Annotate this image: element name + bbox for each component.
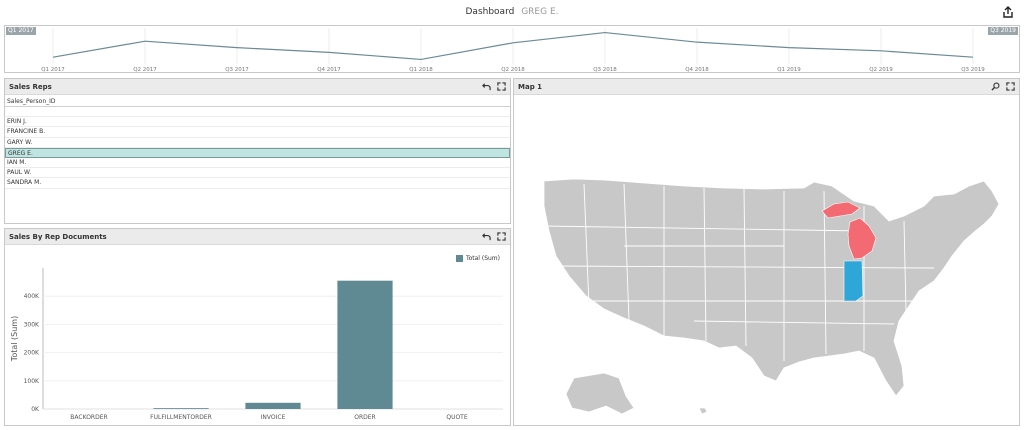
legend-label: Total (Sum) <box>465 255 500 262</box>
page-title: Dashboard GREG E. <box>0 7 1024 17</box>
x-tick-label: ORDER <box>354 414 375 421</box>
fullscreen-icon[interactable] <box>497 232 506 241</box>
list-item[interactable]: IAN M. <box>5 158 510 169</box>
chart-legend: Total (Sum) <box>455 255 500 262</box>
fullscreen-icon[interactable] <box>497 82 506 91</box>
map-alaska <box>565 372 635 415</box>
range-tick-label: Q2 2018 <box>501 67 525 73</box>
map-hawaii <box>698 407 708 415</box>
list-item[interactable] <box>5 107 510 118</box>
map-michigan-upper <box>821 201 861 219</box>
bar[interactable] <box>153 408 209 409</box>
range-end-handle[interactable]: Q3 2019 <box>988 27 1018 35</box>
range-tick-label: Q3 2018 <box>593 67 617 73</box>
fullscreen-icon[interactable] <box>1006 82 1015 91</box>
panel-title: Sales By Rep Documents <box>9 233 107 241</box>
column-header[interactable]: Sales_Person_ID <box>5 95 510 107</box>
panel-header: Sales By Rep Documents <box>5 229 510 245</box>
y-axis-label: Total (Sum) <box>10 316 19 362</box>
list-item[interactable]: PAUL W. <box>5 168 510 179</box>
legend-swatch <box>455 255 463 262</box>
date-range-selector[interactable]: Q1 2017 Q2 2017 Q3 2017 Q4 2017 Q1 2018 Q2 20… <box>4 25 1020 73</box>
x-tick-label: FULFILLMENTORDER <box>150 414 212 421</box>
list-item[interactable]: ERIN J. <box>5 117 510 128</box>
dashboard-header: Dashboard GREG E. <box>0 0 1024 24</box>
range-tick-label: Q2 2019 <box>869 67 893 73</box>
y-tick-label: 100K <box>24 378 40 385</box>
list-item[interactable]: GARY W. <box>5 138 510 148</box>
range-tick-label: Q2 2017 <box>133 67 157 73</box>
panel-title: Sales Reps <box>9 83 52 91</box>
range-chart: Q1 2017 Q2 2017 Q3 2017 Q4 2017 Q1 2018 Q2 20… <box>41 28 985 73</box>
export-icon[interactable] <box>1002 6 1014 18</box>
sales-reps-panel: Sales Reps Sales_Person_ID ERIN J. FRANCI… <box>4 78 511 224</box>
map-panel: Map 1 <box>513 78 1020 426</box>
y-tick-label: 400K <box>24 293 40 300</box>
range-tick-label: Q4 2017 <box>317 67 341 73</box>
list-item[interactable]: FRANCINE B. <box>5 127 510 138</box>
x-tick-label: BACKORDER <box>70 414 107 421</box>
panel-title: Map 1 <box>518 83 543 91</box>
sales-docs-panel: Sales By Rep Documents Total (Sum) 0K 100… <box>4 228 511 426</box>
range-tick-label: Q1 2017 <box>41 67 65 73</box>
range-tick-label: Q3 2017 <box>225 67 249 73</box>
list-item[interactable]: GREG E. <box>5 147 510 158</box>
undo-icon[interactable] <box>482 82 491 91</box>
panel-header: Sales Reps <box>5 79 510 95</box>
range-line <box>52 31 974 61</box>
y-tick-label: 300K <box>24 321 40 328</box>
map-indiana <box>843 260 864 302</box>
range-tick-label: Q1 2019 <box>777 67 801 73</box>
reps-list: ERIN J. FRANCINE B. GARY W. GREG E. IAN M. PA… <box>5 107 510 189</box>
x-tick-label: QUOTE <box>446 414 468 421</box>
range-start-handle[interactable]: Q1 2017 <box>6 27 36 35</box>
map-contiguous-us <box>543 178 1000 397</box>
range-tick-label: Q1 2018 <box>409 67 433 73</box>
range-tick-label: Q4 2018 <box>685 67 709 73</box>
y-tick-label: 200K <box>24 350 40 357</box>
y-tick-label: 0K <box>31 406 40 413</box>
active-filter: GREG E. <box>521 7 559 17</box>
zoom-icon[interactable] <box>991 82 1000 91</box>
range-tick-label: Q3 2019 <box>961 67 985 73</box>
x-tick-label: INVOICE <box>261 414 286 421</box>
list-item[interactable]: SANDRA M. <box>5 178 510 189</box>
panel-header: Map 1 <box>514 79 1019 95</box>
map-michigan-lower <box>847 217 877 260</box>
bar-chart: 0K 100K 200K 300K 400K Total (Sum) BACKORDER FU… <box>10 268 503 421</box>
bar[interactable] <box>337 280 393 409</box>
undo-icon[interactable] <box>482 232 491 241</box>
dashboard-title: Dashboard <box>465 7 515 17</box>
bar[interactable] <box>245 402 301 409</box>
us-map <box>543 178 1000 415</box>
